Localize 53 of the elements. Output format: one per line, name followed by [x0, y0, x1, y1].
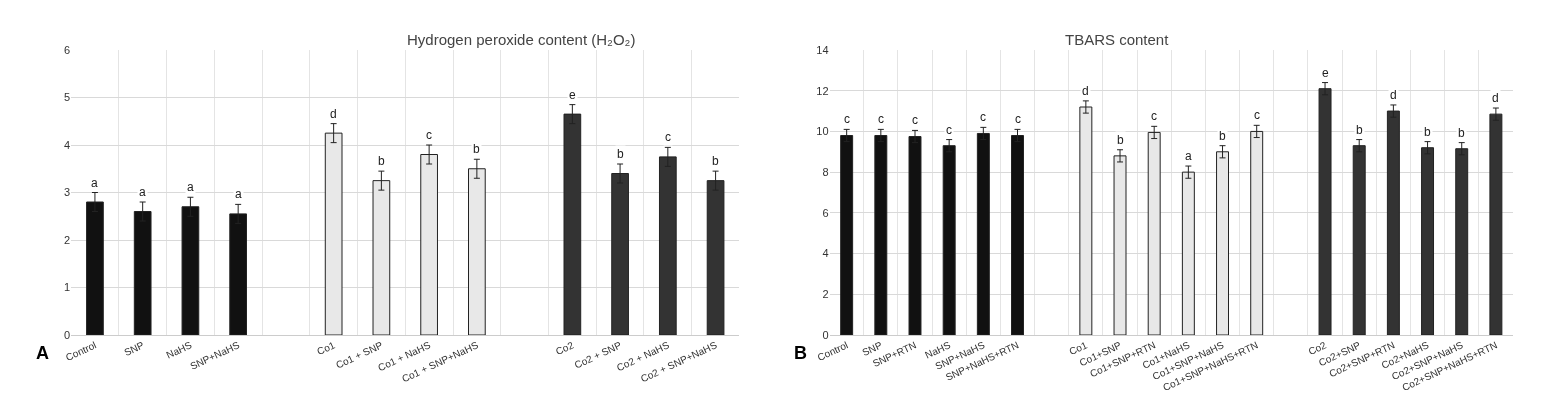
y-tick-label: 6 — [63, 43, 71, 56]
data-label: c — [665, 130, 671, 144]
data-label: b — [1219, 129, 1226, 143]
data-label: b — [1458, 126, 1465, 140]
data-label: b — [378, 154, 385, 168]
y-tick-label: 4 — [63, 138, 71, 151]
data-label: c — [1015, 112, 1021, 126]
y-tick-label: 2 — [822, 288, 829, 301]
x-tick-label: Co1 — [315, 339, 337, 358]
data-label: c — [912, 113, 918, 127]
data-label: c — [1151, 109, 1157, 123]
data-label: d — [1082, 84, 1089, 98]
x-tick-label: Co2 — [554, 339, 576, 358]
data-label: e — [1322, 66, 1329, 80]
data-label: c — [980, 110, 986, 124]
data-label: a — [91, 176, 98, 190]
data-label: a — [139, 185, 146, 199]
y-tick-label: 6 — [822, 206, 829, 219]
y-tick-label: 4 — [822, 247, 829, 260]
data-label: b — [1117, 133, 1124, 147]
text: A — [36, 343, 49, 363]
data-label: e — [569, 88, 576, 102]
chart-title: Hydrogen peroxide content (H₂O₂) — [407, 31, 636, 48]
data-label: c — [946, 123, 952, 137]
data-label: c — [844, 112, 850, 126]
chart-title: TBARS content — [1065, 31, 1170, 48]
y-tick-label: 10 — [816, 125, 829, 138]
data-label: b — [473, 142, 480, 156]
x-tick-label: NaHS — [164, 339, 194, 361]
data-label: b — [712, 154, 719, 168]
data-label: a — [235, 187, 242, 201]
y-tick-label: 1 — [63, 281, 71, 294]
text: B — [794, 343, 807, 363]
y-tick-label: 5 — [63, 91, 71, 104]
data-label: b — [1424, 125, 1431, 139]
y-tick-label: 0 — [63, 328, 71, 341]
y-tick-label: 0 — [822, 328, 829, 341]
data-label: a — [187, 180, 194, 194]
y-tick-label: 2 — [63, 233, 71, 246]
y-tick-label: 3 — [63, 186, 71, 199]
data-label: c — [426, 128, 432, 142]
y-tick-label: 14 — [816, 43, 829, 56]
data-label: b — [1356, 123, 1363, 137]
y-tick-label: 12 — [816, 84, 829, 97]
data-label: b — [617, 147, 624, 161]
data-label: c — [878, 112, 884, 126]
x-tick-label: SNP — [122, 339, 146, 359]
data-label: c — [1254, 108, 1260, 122]
data-label: d — [1390, 88, 1397, 102]
data-label: d — [330, 107, 337, 121]
y-tick-label: 8 — [822, 165, 829, 178]
data-label: a — [1185, 149, 1192, 163]
data-label: d — [1492, 91, 1499, 105]
